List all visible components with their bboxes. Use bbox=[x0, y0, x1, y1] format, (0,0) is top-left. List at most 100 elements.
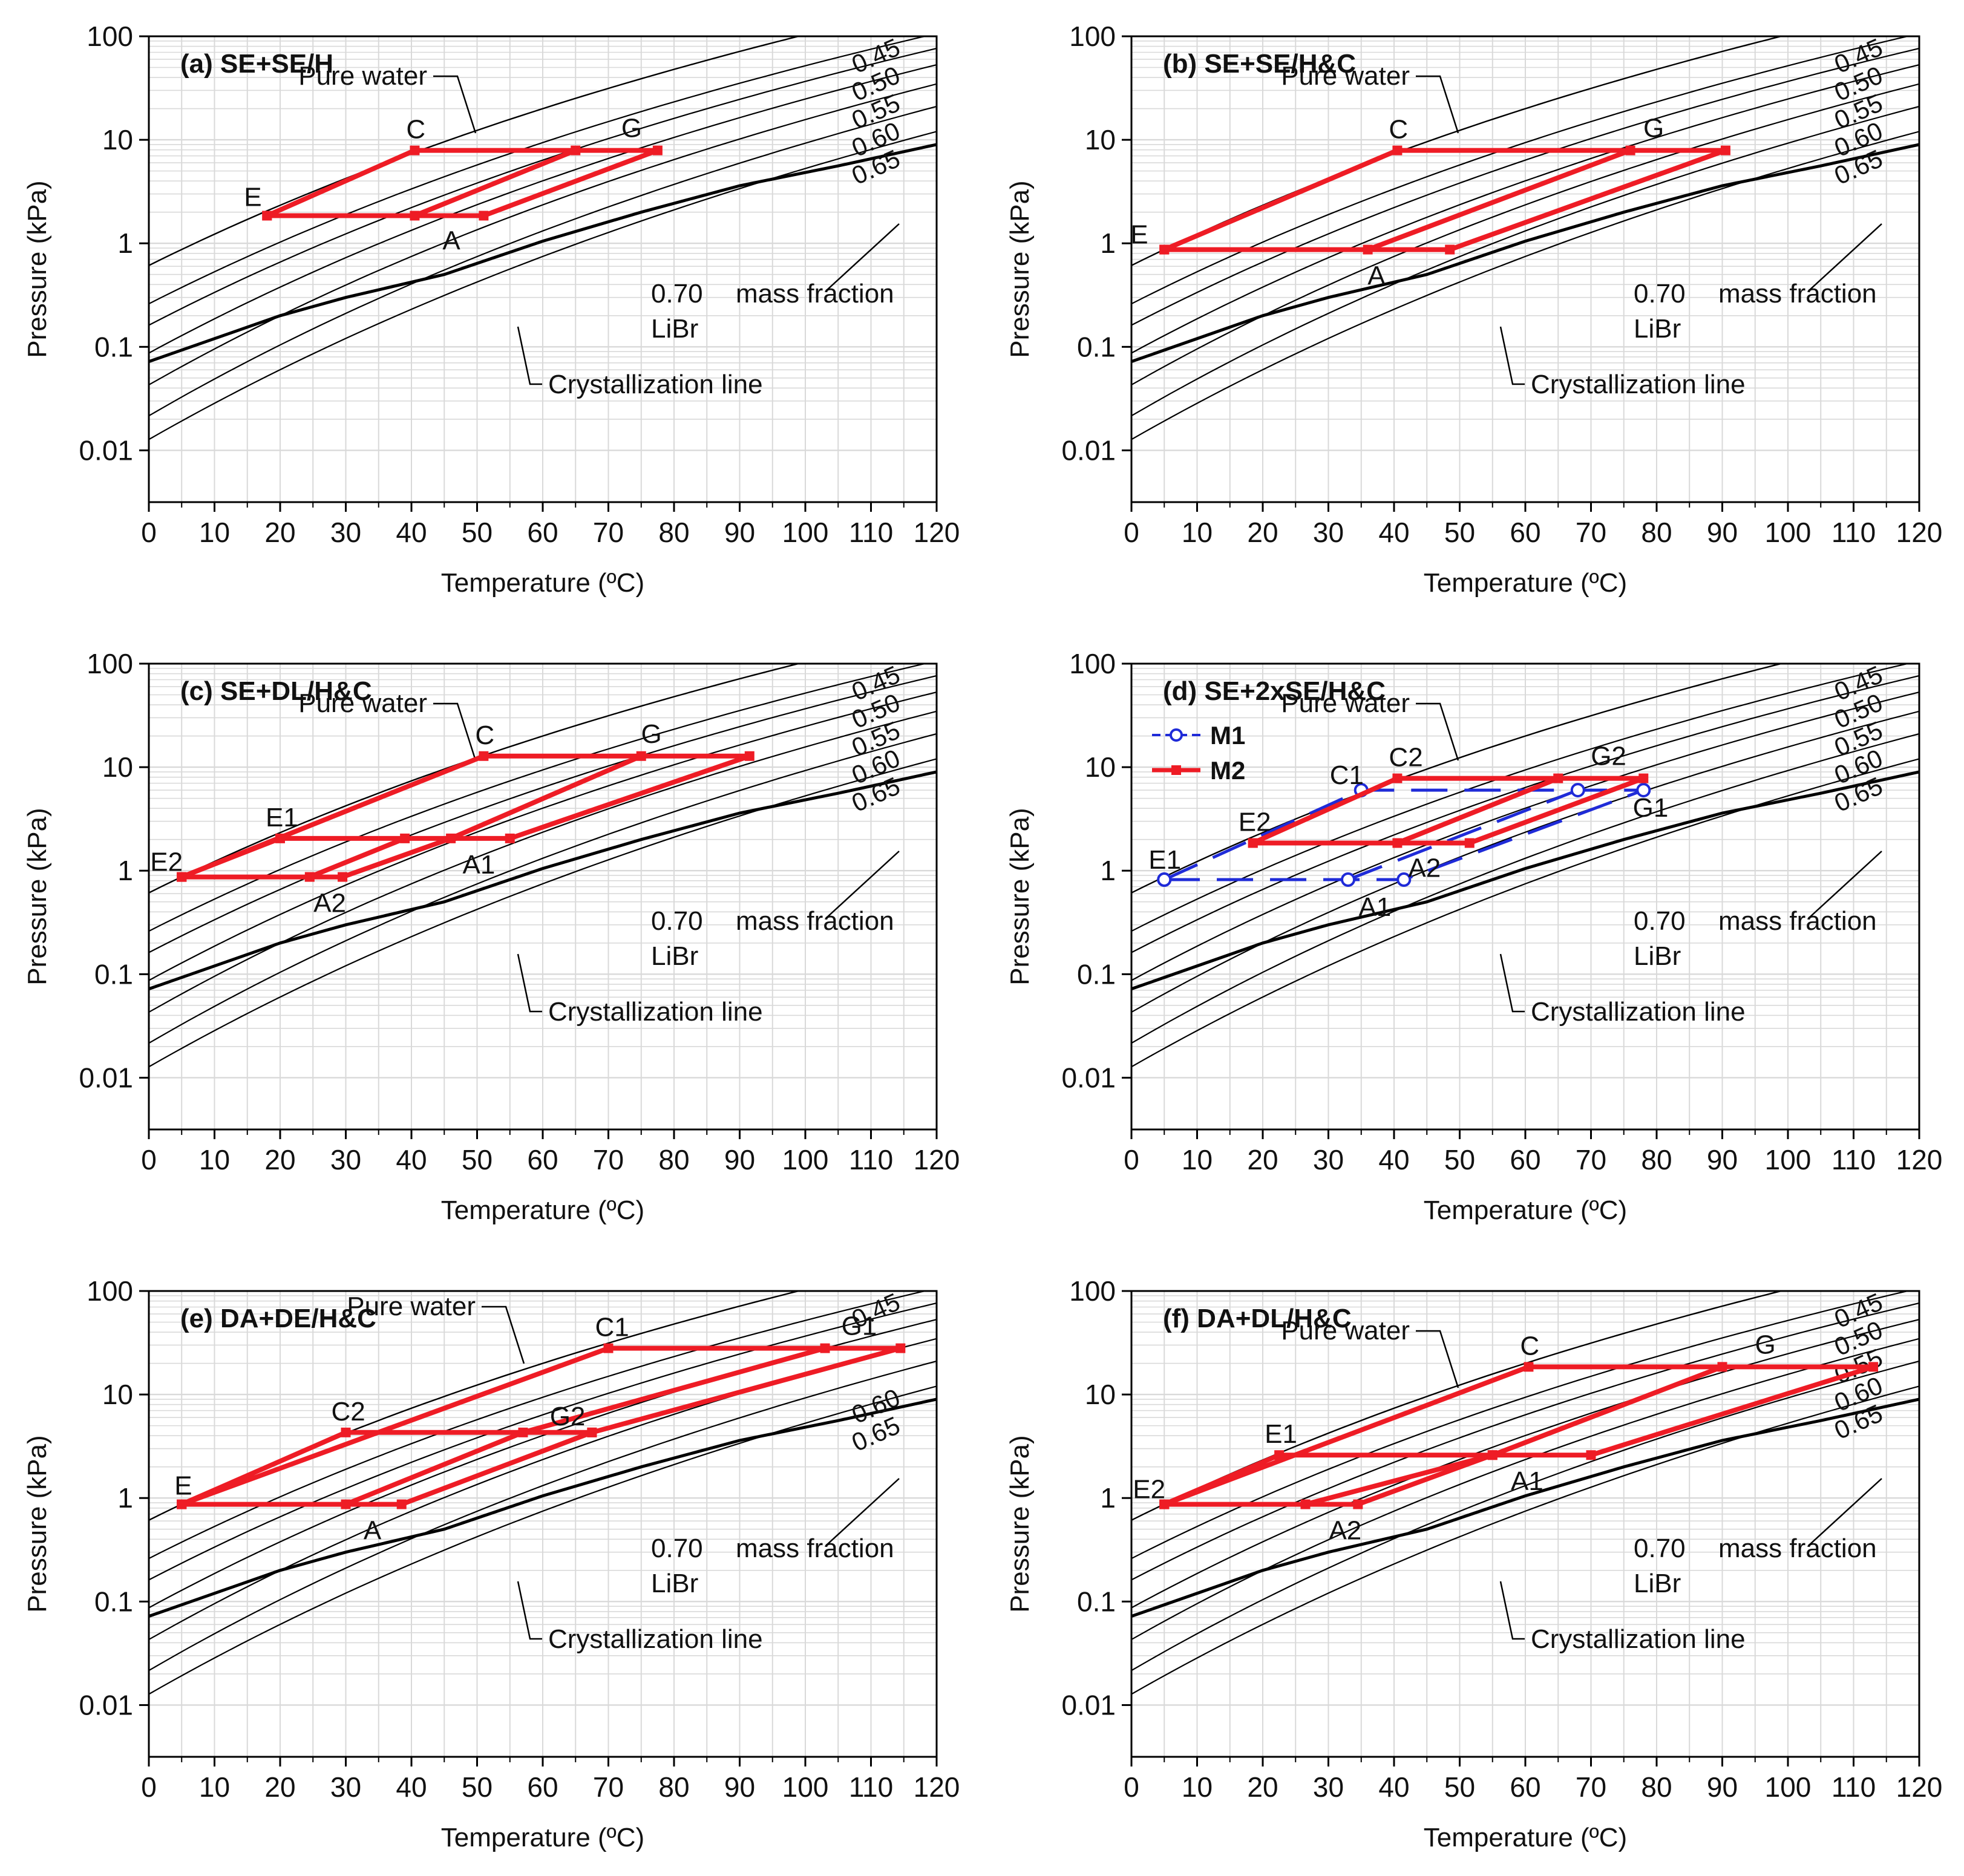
y-axis-title: Pressure (kPa) bbox=[22, 1435, 52, 1612]
state-point bbox=[410, 145, 420, 155]
libr-label: LiBr bbox=[1634, 1569, 1681, 1598]
iso-line-70 bbox=[149, 131, 937, 440]
panel-d: 0 10 20 30 40 50 60 70 80 90 100 110 1200.010.111010… bbox=[1005, 648, 1942, 1225]
state-point-labels: C1 G1 C2 G2 E A bbox=[174, 1312, 877, 1546]
property-lines bbox=[1131, 36, 1919, 440]
state-point bbox=[1464, 838, 1475, 848]
x-tick-label: 40 bbox=[396, 517, 427, 548]
cycle-line bbox=[1304, 1453, 1493, 1507]
mass-fraction-leader bbox=[1809, 1478, 1882, 1546]
pure-water-label: Pure water bbox=[298, 61, 427, 91]
iso-line-70 bbox=[149, 1385, 937, 1695]
mass-fraction-leader bbox=[826, 1478, 900, 1546]
pure-water-label: Pure water bbox=[1281, 688, 1410, 718]
state-label-C: C bbox=[1389, 115, 1408, 145]
iso-line-45 bbox=[1131, 664, 1911, 932]
state-label-G: G bbox=[1755, 1330, 1775, 1359]
y-tick-label: 10 bbox=[102, 751, 133, 783]
panel-b: 0 10 20 30 40 50 60 70 80 90 100 110 1200.010.111010… bbox=[1005, 21, 1942, 598]
state-point bbox=[1586, 1450, 1596, 1460]
y-tick-label: 0.01 bbox=[79, 434, 133, 466]
pure-water-leader bbox=[433, 75, 477, 134]
state-label-G: G bbox=[621, 114, 642, 143]
series-M bbox=[262, 145, 663, 221]
x-tick-label: 120 bbox=[914, 1144, 960, 1175]
x-tick-label: 100 bbox=[1765, 1144, 1812, 1175]
state-label-G: G bbox=[1643, 114, 1664, 143]
gridlines bbox=[1131, 36, 1919, 502]
y-tick-label: 0.01 bbox=[79, 1689, 133, 1721]
state-point bbox=[1392, 145, 1403, 155]
state-point bbox=[1553, 773, 1563, 783]
y-tick-label: 1 bbox=[117, 227, 133, 259]
state-point bbox=[1392, 773, 1403, 783]
x-tick-label: 10 bbox=[1182, 1771, 1213, 1803]
state-label-G2: G2 bbox=[1591, 742, 1626, 771]
pure-water-line bbox=[1131, 664, 1784, 894]
series-M bbox=[177, 1343, 906, 1509]
state-label-C1: C1 bbox=[595, 1313, 629, 1342]
mass-fraction-0.70: 0.70 bbox=[1634, 1534, 1686, 1563]
y-tick-label: 0.1 bbox=[1077, 331, 1116, 362]
x-tick-label: 60 bbox=[1510, 1771, 1540, 1803]
state-point bbox=[603, 1343, 614, 1353]
x-tick-label: 80 bbox=[1641, 1144, 1672, 1175]
x-tick-label: 90 bbox=[1707, 517, 1738, 548]
mass-fraction-leader bbox=[826, 851, 900, 918]
state-point bbox=[1341, 872, 1356, 887]
x-tick-label: 10 bbox=[1182, 517, 1213, 548]
state-point-labels: C2 G2 C1 G1 E2 A2 E1 A1 bbox=[1148, 742, 1668, 922]
x-tick-label: 100 bbox=[782, 1144, 829, 1175]
libr-label: LiBr bbox=[1634, 314, 1681, 344]
x-tick-label: 30 bbox=[1313, 1144, 1344, 1175]
iso-line-55 bbox=[1131, 691, 1919, 981]
panel-title: (e) DA+DE/H&C bbox=[180, 1304, 376, 1333]
panel-title: (a) SE+SE/H bbox=[180, 49, 333, 79]
property-lines bbox=[149, 664, 937, 1068]
state-point-labels: C G E1 A1 E2 A2 bbox=[1133, 1330, 1775, 1545]
x-tick-label: 20 bbox=[264, 1144, 295, 1175]
state-point-labels: C G E1 A1 E2 A2 bbox=[150, 719, 661, 918]
mass-fraction-0.70: 0.70 bbox=[1634, 906, 1686, 936]
y-tick-label: 10 bbox=[102, 124, 133, 155]
state-point bbox=[1445, 244, 1455, 255]
series-M bbox=[177, 751, 755, 882]
panel-title: (b) SE+SE/H&C bbox=[1163, 49, 1356, 79]
crystallization-line bbox=[149, 1397, 937, 1618]
x-tick-label: 20 bbox=[1247, 517, 1278, 548]
x-tick-label: 50 bbox=[1444, 1144, 1475, 1175]
state-label-E: E bbox=[244, 183, 261, 212]
mass-fraction-0.70: 0.70 bbox=[651, 279, 703, 309]
x-tick-label: 60 bbox=[527, 1771, 558, 1803]
state-label-C: C bbox=[475, 721, 494, 750]
state-point bbox=[396, 1499, 407, 1509]
iso-line-65 bbox=[149, 1360, 937, 1672]
cycle-series bbox=[1157, 773, 1651, 887]
legend-label-M2: M2 bbox=[1210, 756, 1245, 785]
x-tick-label: 10 bbox=[199, 517, 230, 548]
x-tick-label: 80 bbox=[658, 1771, 689, 1803]
state-point bbox=[1720, 145, 1730, 155]
iso-line-70 bbox=[149, 758, 937, 1068]
state-point bbox=[1157, 872, 1172, 887]
pure-water-label: Pure water bbox=[1281, 61, 1410, 91]
panel-e: 0 10 20 30 40 50 60 70 80 90 100 110 1200.010.111010… bbox=[22, 1275, 960, 1852]
x-tick-label: 120 bbox=[914, 1771, 960, 1803]
panel-a: 0 10 20 30 40 50 60 70 80 90 100 110 1200.010.111010… bbox=[22, 21, 960, 598]
mass-fraction-0.70: 0.70 bbox=[651, 906, 703, 936]
cycle-series bbox=[1159, 1362, 1879, 1509]
y-tick-label: 0.1 bbox=[94, 331, 133, 362]
x-tick-label: 60 bbox=[1510, 1144, 1540, 1175]
x-axis-title: Temperature (ºC) bbox=[441, 1195, 644, 1225]
x-tick-label: 10 bbox=[199, 1144, 230, 1175]
state-point bbox=[820, 1343, 830, 1353]
state-label-C1: C1 bbox=[1330, 760, 1364, 790]
state-point bbox=[1524, 1362, 1534, 1372]
x-tick-label: 40 bbox=[1378, 1144, 1409, 1175]
mass-fraction-labels: 0.450.500.550.600.650.70 mass fractionLiB… bbox=[1634, 1287, 1887, 1598]
state-point bbox=[895, 1343, 906, 1353]
iso-line-65 bbox=[1131, 105, 1919, 417]
property-lines bbox=[1131, 664, 1919, 1068]
